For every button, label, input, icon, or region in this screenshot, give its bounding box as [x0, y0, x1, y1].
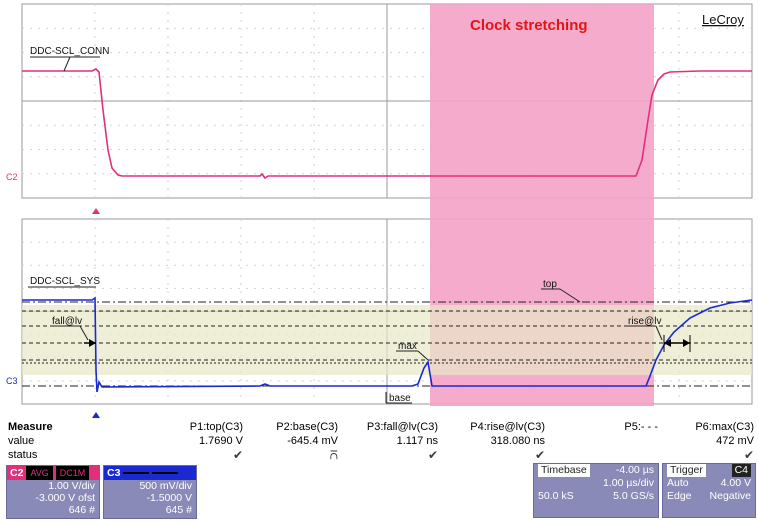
svg-text:rise@lv: rise@lv: [628, 316, 662, 327]
trigger-box[interactable]: Trigger C4 Auto 4.00 V Edge Negative: [662, 463, 756, 518]
annotation-max: max: [396, 341, 429, 361]
svg-text:base: base: [389, 393, 411, 404]
timebase-box[interactable]: Timebase -4.00 µs 1.00 µs/div 50.0 kS 5.0 …: [533, 463, 659, 518]
measure-p4[interactable]: P4:rise@lv(C3) 318.080 ns ✔: [470, 421, 545, 462]
timebase-trigger-panel: Timebase -4.00 µs 1.00 µs/div 50.0 kS 5.0 …: [533, 463, 758, 518]
measure-p3[interactable]: P3:fall@lv(C3) 1.117 ns ✔: [366, 421, 438, 462]
trace-label-lower: DDC-SCL_SYS: [28, 276, 100, 288]
channel-marker-c3: C3: [6, 376, 18, 386]
value-label: value: [8, 435, 35, 447]
trace-upper-waveform: [22, 68, 752, 180]
svg-text:fall@lv: fall@lv: [52, 316, 82, 327]
measure-p6[interactable]: P6:max(C3) 472 mV ✔: [695, 421, 754, 462]
annotation-rise: rise@lv: [626, 316, 691, 352]
status-label: status: [8, 449, 38, 461]
measurement-panel: Measure value status P1:top(C3) 1.7690 V…: [8, 420, 758, 464]
trigger-marker-upper: [92, 208, 100, 214]
channel-marker-c2: C2: [6, 172, 18, 182]
trigger-marker-lower: [92, 412, 100, 418]
annotation-fall: fall@lv: [50, 316, 96, 347]
svg-text:top: top: [543, 279, 557, 290]
svg-text:max: max: [398, 341, 417, 352]
overlay-title: Clock stretching: [470, 17, 588, 34]
trace-upper-name: DDC-SCL_CONN: [30, 46, 109, 57]
trace-lower-waveform: [22, 296, 753, 393]
measure-p1[interactable]: P1:top(C3) 1.7690 V ✔: [189, 421, 243, 462]
annotation-top: top: [541, 279, 581, 303]
measure-label: Measure: [8, 421, 53, 433]
annotation-base: base: [385, 392, 412, 404]
measure-p5[interactable]: P5:- - -: [624, 421, 658, 433]
brand-logo: LeCroy: [702, 12, 744, 27]
measure-p2[interactable]: P2:base(C3) -645.4 mV ⩃: [276, 421, 338, 462]
oscilloscope-display: DDC-SCL_CONN DDC-SCL_SYS C2 C3 top max b…: [6, 3, 753, 418]
channel-badge-c3[interactable]: C3 500 mV/div -1.5000 V 645 #: [103, 465, 197, 519]
trace-lower-name: DDC-SCL_SYS: [30, 276, 100, 287]
channel-badge-c2[interactable]: C2 AVG DC1M 1.00 V/div -3.000 V ofst 646…: [6, 465, 100, 519]
trace-label-upper: DDC-SCL_CONN: [30, 46, 109, 72]
